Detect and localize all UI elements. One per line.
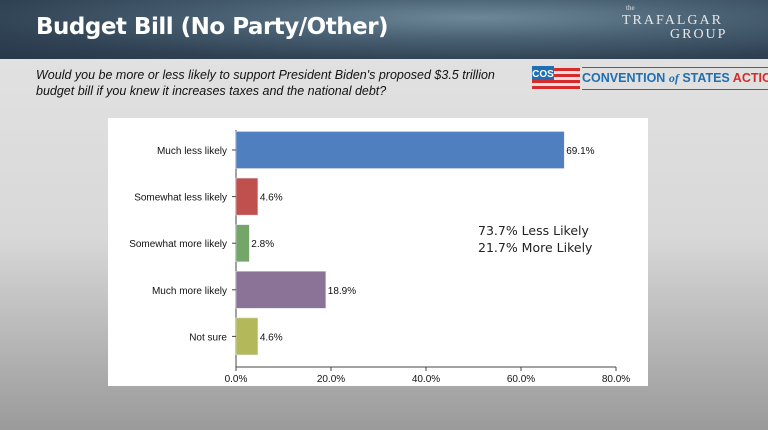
- bar: [235, 271, 327, 309]
- bar: [235, 131, 565, 169]
- category-label: Somewhat less likely: [134, 193, 227, 204]
- trafalgar-group-logo: the TRAFALGAR GROUP: [622, 4, 728, 42]
- bar: [235, 224, 250, 262]
- x-tick-label: 80.0%: [602, 374, 630, 385]
- data-label: 69.1%: [566, 146, 594, 157]
- data-label: 18.9%: [328, 286, 356, 297]
- category-label: Somewhat more likely: [129, 239, 227, 250]
- bar-chart-svg: Much less likely 69.1% Somewhat less likel…: [129, 130, 630, 385]
- category-label: Much less likely: [157, 146, 227, 157]
- header-banner: Budget Bill (No Party/Other) the TRAFALG…: [0, 0, 768, 59]
- cos-logo-text: CONVENTION of STATES ACTION: [582, 71, 768, 85]
- category-label: Not sure: [189, 332, 227, 343]
- x-tick-label: 0.0%: [225, 374, 248, 385]
- x-tick-label: 60.0%: [507, 374, 535, 385]
- bar-chart: Much less likely 69.1% Somewhat less likel…: [108, 118, 648, 386]
- bar: [235, 317, 259, 356]
- page-title: Budget Bill (No Party/Other): [36, 14, 389, 40]
- summary-annotation: 73.7% Less Likely 21.7% More Likely: [478, 222, 592, 256]
- bar: [235, 177, 259, 216]
- survey-question: Would you be more or less likely to supp…: [36, 68, 495, 98]
- summary-less-likely: 73.7% Less Likely: [478, 223, 589, 238]
- data-label: 4.6%: [260, 193, 283, 204]
- x-tick-label: 20.0%: [317, 374, 345, 385]
- x-tick-label: 40.0%: [412, 374, 440, 385]
- cos-flag-icon: COS: [532, 66, 580, 89]
- summary-more-likely: 21.7% More Likely: [478, 240, 593, 255]
- data-label: 4.6%: [260, 332, 283, 343]
- convention-of-states-logo: COS CONVENTION of STATES ACTION: [532, 66, 768, 90]
- data-label: 2.8%: [251, 239, 274, 250]
- svg-text:COS: COS: [532, 69, 554, 80]
- category-label: Much more likely: [152, 286, 227, 297]
